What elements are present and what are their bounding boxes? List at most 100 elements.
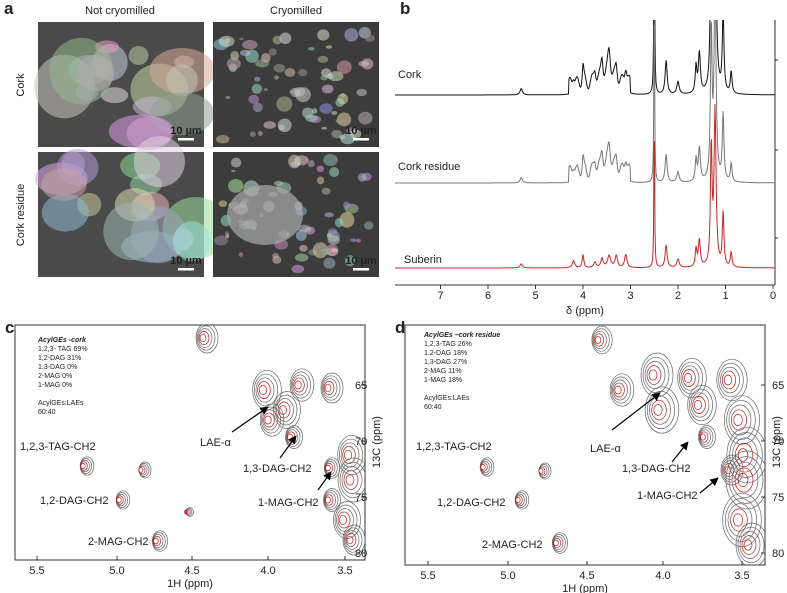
contour-peak <box>722 492 762 548</box>
contour <box>690 392 710 418</box>
contour <box>593 333 605 347</box>
particle <box>289 90 294 93</box>
contour <box>699 429 711 445</box>
ratio-title: AcylGEs:LAEs <box>38 400 84 407</box>
x-tick-label: 2 <box>675 290 681 302</box>
particle <box>49 37 114 105</box>
contour <box>320 372 344 404</box>
x-tick-label: 5.5 <box>420 570 435 582</box>
contour <box>730 409 748 431</box>
particle <box>328 71 344 82</box>
contour <box>292 374 308 396</box>
particle <box>321 84 334 94</box>
trace-label: Cork <box>398 69 422 81</box>
contour <box>80 461 88 471</box>
contour <box>735 522 765 565</box>
particle <box>215 135 230 144</box>
contour <box>197 328 213 348</box>
contour <box>614 385 622 395</box>
contour <box>343 470 359 490</box>
contour-peak <box>725 450 765 510</box>
legend-entry: 1-MAG 18% <box>424 377 462 384</box>
contour <box>700 433 706 441</box>
contour <box>692 396 706 414</box>
particle <box>133 136 185 188</box>
contour <box>699 431 709 443</box>
particle <box>357 173 367 182</box>
contour <box>321 375 341 401</box>
contour <box>723 395 761 445</box>
contour <box>285 425 303 449</box>
contour <box>263 412 275 428</box>
particle <box>128 45 149 65</box>
particle <box>225 95 231 100</box>
contour <box>737 473 749 487</box>
contour <box>515 495 523 505</box>
x-tick-label: 5.0 <box>500 570 515 582</box>
contour <box>273 391 301 429</box>
contour <box>324 383 332 393</box>
contour <box>737 448 749 462</box>
x-tick-label: 6 <box>485 290 491 302</box>
particle <box>323 257 336 269</box>
y-tick-label: 80 <box>772 548 784 560</box>
contour <box>294 380 302 390</box>
particle <box>327 228 338 235</box>
contour-peak <box>609 373 635 407</box>
x-tick-label: 5.0 <box>109 565 124 577</box>
contour <box>115 492 129 508</box>
y-tick-label: 65 <box>772 380 784 392</box>
contour <box>289 368 315 402</box>
contour <box>594 336 602 344</box>
contour <box>480 464 486 470</box>
contour <box>152 535 162 547</box>
contour <box>198 331 210 345</box>
particle <box>225 231 230 236</box>
micrograph <box>34 22 216 151</box>
arrow <box>611 392 661 431</box>
particle <box>361 58 374 70</box>
particle <box>276 96 293 112</box>
contour <box>720 454 744 486</box>
legend-entry: 1,3-DAG 27% <box>424 359 467 366</box>
particle <box>218 200 228 207</box>
peak-label: 2-MAG-CH2 <box>482 539 543 551</box>
arrow <box>317 471 332 491</box>
contour <box>648 369 658 381</box>
contour <box>342 524 365 556</box>
contour-peak <box>723 395 761 445</box>
contour <box>184 509 188 515</box>
micrograph <box>213 152 379 277</box>
row-label: Cork <box>15 73 27 97</box>
contour-peak <box>138 461 152 479</box>
contour <box>552 537 562 549</box>
contour <box>693 399 703 411</box>
particle <box>173 221 211 262</box>
contour <box>186 507 194 517</box>
panel-label: c <box>5 318 14 337</box>
contour <box>290 371 312 399</box>
x-tick-label: 5.5 <box>29 565 44 577</box>
contour <box>515 497 521 503</box>
contour-peak <box>591 325 613 355</box>
contour <box>479 459 493 475</box>
legend-entry: 2-MAG 11% <box>424 368 462 375</box>
contour <box>285 427 301 447</box>
particle <box>249 131 256 138</box>
contour <box>743 539 753 551</box>
particle <box>319 103 333 114</box>
particle <box>290 161 300 167</box>
x-tick-label: 0 <box>770 290 776 302</box>
contour <box>258 384 268 396</box>
contour <box>727 503 753 537</box>
particle <box>321 126 327 130</box>
contour-peak <box>479 457 495 477</box>
x-tick-label: 3.5 <box>734 570 749 582</box>
particle <box>356 88 368 97</box>
particle <box>308 46 315 51</box>
contour-peak <box>289 368 315 402</box>
contour <box>737 526 765 564</box>
particle <box>350 238 357 243</box>
contour <box>514 492 528 508</box>
contour <box>80 463 86 469</box>
